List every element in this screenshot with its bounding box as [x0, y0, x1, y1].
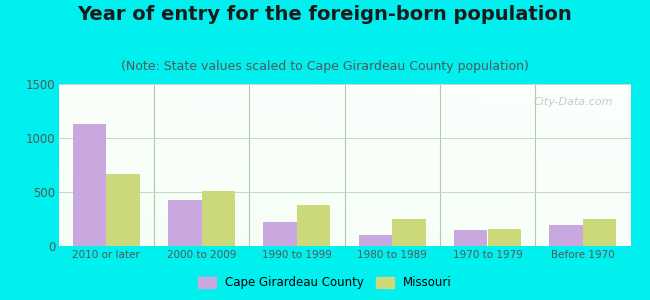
Bar — [297, 205, 330, 246]
Bar — [454, 230, 488, 246]
Bar — [583, 219, 616, 246]
Bar — [263, 222, 297, 246]
Bar — [488, 229, 521, 246]
Bar — [168, 200, 202, 246]
Bar — [106, 174, 140, 246]
Bar — [392, 219, 426, 246]
Legend: Cape Girardeau County, Missouri: Cape Girardeau County, Missouri — [194, 272, 456, 294]
Text: Year of entry for the foreign-born population: Year of entry for the foreign-born popul… — [77, 4, 573, 23]
Text: (Note: State values scaled to Cape Girardeau County population): (Note: State values scaled to Cape Girar… — [121, 60, 529, 73]
Bar — [202, 191, 235, 246]
Bar — [359, 235, 392, 246]
Bar — [549, 225, 583, 246]
Text: City-Data.com: City-Data.com — [534, 97, 614, 107]
Bar — [73, 124, 106, 246]
